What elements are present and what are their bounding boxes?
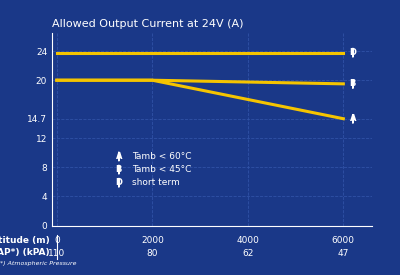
Text: 6000: 6000 (332, 236, 355, 245)
Text: 2000: 2000 (141, 236, 164, 245)
Text: Tamb < 60°C: Tamb < 60°C (132, 152, 192, 161)
Text: Allowed Output Current at 24V (A): Allowed Output Current at 24V (A) (52, 20, 244, 29)
Text: A: A (350, 114, 356, 123)
Text: D: D (115, 178, 122, 187)
Text: AP*) (kPA): AP*) (kPA) (0, 249, 50, 257)
Text: D: D (349, 48, 356, 57)
Text: *) Atmospheric Pressure: *) Atmospheric Pressure (0, 262, 76, 266)
Text: Tamb < 45°C: Tamb < 45°C (132, 165, 192, 174)
Text: A: A (116, 152, 122, 161)
Text: 47: 47 (338, 249, 349, 257)
Text: B: B (116, 165, 122, 174)
Text: short term: short term (132, 178, 180, 187)
Text: 4000: 4000 (236, 236, 259, 245)
Text: B: B (350, 79, 356, 88)
Text: 62: 62 (242, 249, 254, 257)
Text: Altitude (m): Altitude (m) (0, 236, 50, 245)
Text: 110: 110 (48, 249, 66, 257)
Text: 80: 80 (146, 249, 158, 257)
Text: 0: 0 (54, 236, 60, 245)
